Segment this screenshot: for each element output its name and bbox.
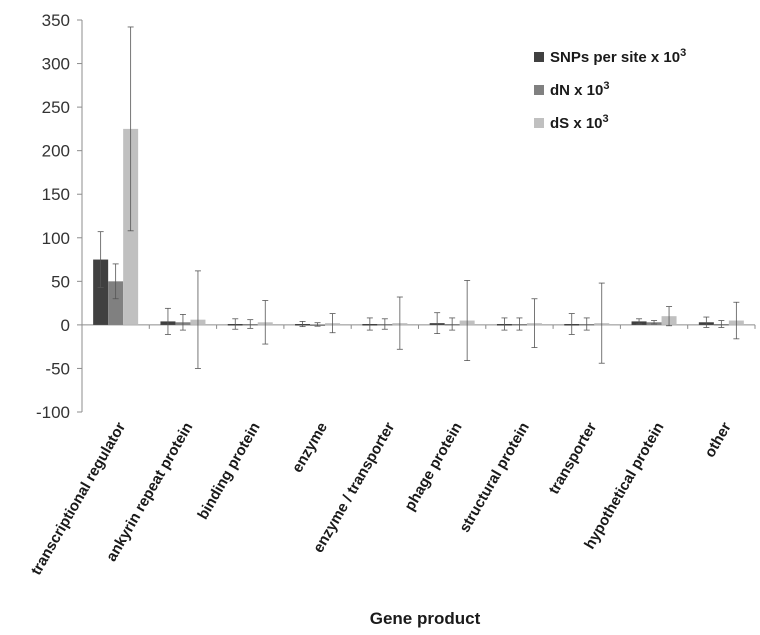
y-tick-label: -100 [36, 403, 70, 422]
category-label: transporter [545, 419, 600, 497]
category-label: structural protein [456, 420, 533, 536]
category-label: hypothetical protein [581, 420, 667, 553]
legend-swatch [534, 118, 544, 128]
y-tick-label: 0 [61, 316, 70, 335]
y-tick-label: 250 [42, 98, 70, 117]
category-label: binding protein [194, 420, 263, 523]
legend-swatch [534, 52, 544, 62]
legend: SNPs per site x 103 dN x 103 dS x 103 [534, 47, 686, 132]
legend-label: dN x 103 [550, 80, 609, 99]
bar [93, 259, 109, 325]
y-tick-label: 50 [51, 272, 70, 291]
legend-label: SNPs per site x 103 [550, 47, 686, 66]
bar [108, 281, 124, 325]
legend-label: dS x 103 [550, 113, 609, 132]
category-label: phage protein [401, 420, 465, 514]
y-tick-label: 350 [42, 11, 70, 30]
x-axis-title: Gene product [370, 609, 481, 628]
category-label: other [701, 419, 735, 460]
category-label: enzyme [289, 420, 331, 476]
axes: 350 300 250 200 150 100 50 0 -50 -100 [36, 11, 756, 422]
y-tick-label: 300 [42, 55, 70, 74]
legend-superscript: 3 [680, 47, 686, 59]
bars [93, 26, 744, 369]
legend-superscript: 3 [603, 80, 609, 92]
legend-superscript: 3 [603, 113, 609, 125]
y-tick-label: 150 [42, 185, 70, 204]
y-tick-label: 100 [42, 229, 70, 248]
legend-swatch [534, 85, 544, 95]
y-tick-label: -50 [45, 359, 70, 378]
y-tick-label: 200 [42, 142, 70, 161]
